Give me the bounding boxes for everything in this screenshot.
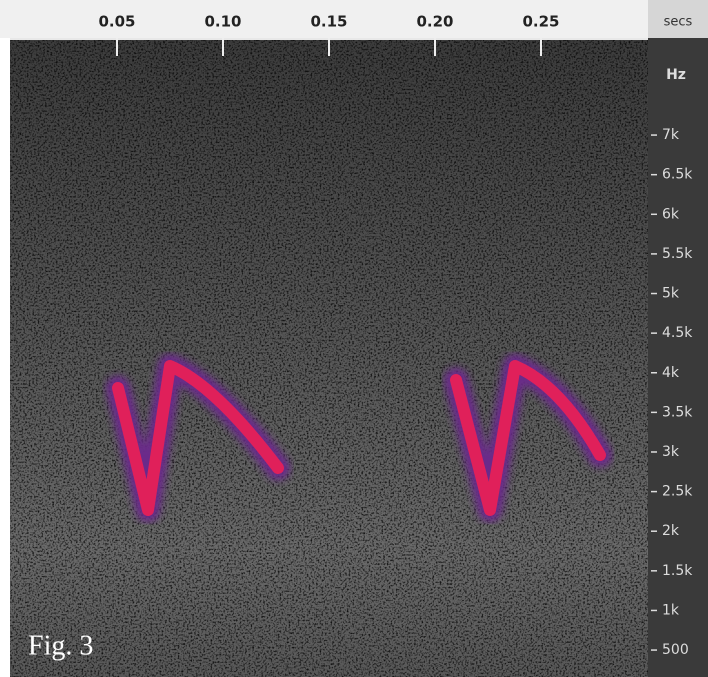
y-tick-label: 500 <box>662 642 689 658</box>
y-axis-label: Hz <box>666 67 686 83</box>
y-tick-label: 5.5k <box>662 246 693 262</box>
y-tick-label: 6k <box>662 206 680 222</box>
y-tick-label: 7k <box>662 127 680 143</box>
y-tick-label: 3k <box>662 444 680 460</box>
call <box>112 360 284 516</box>
figure-label: Fig. 3 <box>28 630 93 661</box>
x-tick-label: 0.20 <box>416 13 453 31</box>
y-tick-label: 1k <box>662 602 680 618</box>
noise <box>10 38 648 677</box>
y-tick-label: 3.5k <box>662 404 693 420</box>
x-tick-label: 0.25 <box>522 13 559 31</box>
call <box>450 360 606 516</box>
y-tick-label: 6.5k <box>662 167 693 183</box>
unit-box <box>648 0 708 38</box>
y-tick-label: 4k <box>662 365 680 381</box>
x-tick-label: 0.15 <box>310 13 347 31</box>
y-tick-label: 4.5k <box>662 325 693 341</box>
x-tick-label: 0.05 <box>98 13 135 31</box>
x-tick-label: 0.10 <box>204 13 241 31</box>
y-tick-label: 5k <box>662 286 680 302</box>
calls <box>106 354 612 522</box>
y-tick-label: 2.5k <box>662 484 693 500</box>
x-axis-label: secs <box>664 15 693 30</box>
y-tick-label: 1.5k <box>662 563 693 579</box>
y-tick-label: 2k <box>662 523 680 539</box>
frequency-axis <box>648 38 708 677</box>
time-axis-bar <box>0 0 708 38</box>
